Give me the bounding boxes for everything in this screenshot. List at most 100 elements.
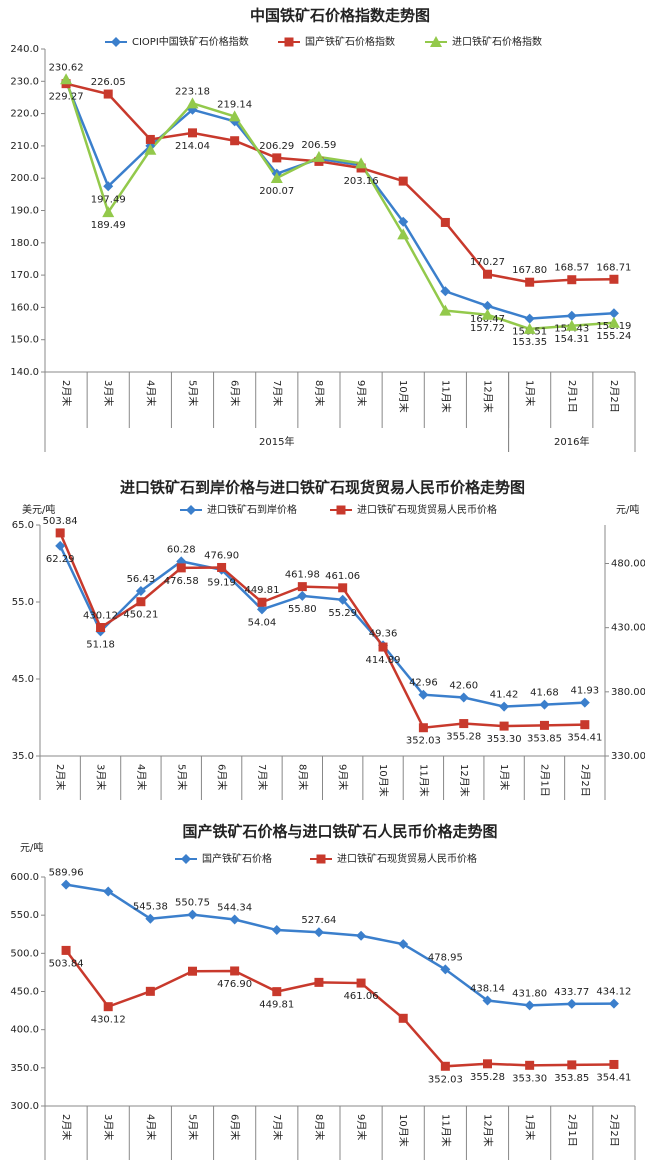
series-line [59, 532, 585, 730]
point [61, 945, 71, 955]
data-label: 55.80 [288, 604, 317, 615]
data-label: 62.29 [46, 554, 75, 565]
x-tick-label: 2月2日 [608, 380, 620, 413]
point [499, 721, 509, 731]
legend-label: 进口铁矿石现货贸易人民币价格 [357, 503, 497, 516]
data-label: 206.59 [301, 140, 336, 151]
data-label: 55.29 [328, 608, 357, 619]
data-label: 153.35 [512, 337, 547, 348]
point [499, 701, 510, 712]
point [525, 277, 535, 287]
x-tick-label: 12月末 [482, 380, 495, 413]
point [217, 562, 227, 572]
data-label: 56.43 [127, 574, 156, 585]
point [418, 723, 428, 733]
data-label: 223.18 [175, 86, 210, 97]
point [55, 540, 66, 551]
x-tick-label: 11月末 [439, 1114, 452, 1147]
data-label: 230.62 [49, 62, 84, 73]
group-label: 2015年 [259, 435, 294, 448]
data-label: 157.72 [470, 323, 505, 334]
x-tick-label: 5月末 [187, 1114, 200, 1140]
y-tick-label: 150.0 [10, 335, 39, 346]
y-tick-label: 170.0 [10, 270, 39, 281]
point [397, 228, 410, 240]
data-label: 154.31 [554, 334, 589, 345]
data-label: 476.90 [204, 550, 239, 561]
data-label: 354.41 [596, 1072, 631, 1083]
x-tick-label: 12月末 [458, 764, 471, 797]
x-tick-label: 2月1日 [538, 764, 550, 797]
point [186, 97, 199, 109]
data-label: 214.04 [175, 141, 210, 152]
y-tick-label: 550.0 [10, 910, 39, 921]
series-line [64, 81, 615, 320]
data-label: 450.21 [123, 610, 158, 621]
point [481, 308, 494, 320]
x-tick-label: 10月末 [397, 1114, 410, 1147]
x-tick-label: 6月末 [229, 380, 242, 406]
data-label: 430.12 [83, 611, 118, 622]
data-label: 449.81 [259, 1000, 294, 1011]
data-label: 461.98 [285, 570, 320, 581]
y-tick-label: 200.0 [10, 173, 39, 184]
x-tick-label: 3月末 [95, 764, 108, 790]
legend-label: CIOPI中国铁矿石价格指数 [132, 35, 249, 48]
data-label: 219.14 [217, 99, 252, 110]
point [257, 597, 267, 607]
series-line [65, 883, 614, 1007]
point [186, 505, 196, 515]
point [272, 987, 282, 997]
point [398, 939, 409, 950]
x-tick-label: 6月末 [229, 1114, 242, 1140]
y2-tick-label: 430.00 [611, 623, 645, 634]
x-tick-label: 6月末 [216, 764, 229, 790]
point [523, 322, 536, 334]
data-label: 226.05 [91, 77, 126, 88]
point [55, 528, 65, 538]
point [61, 879, 72, 890]
point [356, 930, 367, 941]
series-line [59, 545, 585, 708]
x-tick-label: 10月末 [377, 764, 390, 797]
y-axis-label: 美元/吨 [22, 503, 55, 516]
data-label: 430.12 [91, 1015, 126, 1026]
y-tick-label: 240.0 [10, 44, 39, 55]
y-tick-label: 600.0 [10, 872, 39, 883]
point [187, 909, 198, 920]
point [458, 692, 469, 703]
point [608, 998, 619, 1009]
point [525, 1060, 535, 1070]
data-label: 353.85 [554, 1073, 589, 1084]
point [96, 623, 106, 633]
series-line [65, 949, 614, 1068]
data-label: 60.28 [167, 544, 196, 555]
data-label: 449.81 [244, 585, 279, 596]
point [398, 216, 409, 227]
point [145, 134, 155, 144]
point [440, 286, 451, 297]
point [336, 505, 346, 515]
data-label: 51.18 [86, 639, 115, 650]
data-label: 352.03 [428, 1074, 463, 1085]
point [439, 304, 452, 316]
data-label: 433.77 [554, 987, 589, 998]
point [566, 310, 577, 321]
data-label: 503.84 [43, 516, 78, 527]
point [145, 913, 156, 924]
point [230, 966, 240, 976]
data-label: 354.41 [567, 733, 602, 744]
data-label: 168.71 [596, 262, 631, 273]
x-tick-label: 2月2日 [608, 1114, 620, 1147]
x-tick-label: 3月末 [102, 1114, 115, 1140]
data-label: 355.28 [470, 1072, 505, 1083]
point [316, 854, 326, 864]
chart-title: 中国铁矿石价格指数走势图 [250, 7, 430, 25]
data-label: 54.04 [248, 617, 277, 628]
x-tick-label: 9月末 [355, 1114, 368, 1140]
data-label: 353.30 [512, 1073, 547, 1084]
data-label: 353.85 [527, 733, 562, 744]
y-tick-label: 55.0 [12, 597, 34, 608]
data-label: 353.30 [487, 734, 522, 745]
point [103, 89, 113, 99]
